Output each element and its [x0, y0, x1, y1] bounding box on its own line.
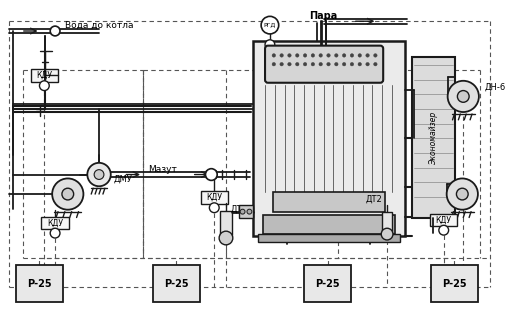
- Circle shape: [350, 63, 354, 66]
- Circle shape: [265, 40, 275, 49]
- Circle shape: [343, 54, 346, 57]
- Text: ДН-6: ДН-6: [485, 82, 506, 91]
- Circle shape: [219, 231, 233, 245]
- Bar: [431, 265, 478, 303]
- Circle shape: [366, 54, 370, 57]
- Text: КДУ: КДУ: [36, 71, 52, 80]
- Circle shape: [272, 63, 275, 66]
- FancyBboxPatch shape: [265, 46, 383, 83]
- Bar: [382, 212, 392, 231]
- Circle shape: [319, 63, 323, 66]
- Bar: [41, 216, 69, 229]
- Circle shape: [327, 63, 330, 66]
- Circle shape: [206, 169, 217, 180]
- Circle shape: [240, 209, 245, 214]
- Bar: [16, 265, 63, 303]
- Text: РГД: РГД: [264, 23, 276, 28]
- Circle shape: [50, 26, 60, 36]
- Circle shape: [374, 54, 377, 57]
- Circle shape: [50, 228, 60, 238]
- Circle shape: [40, 81, 49, 91]
- Text: КДУ: КДУ: [47, 218, 63, 227]
- Text: Вода до котла: Вода до котла: [65, 21, 133, 30]
- Circle shape: [311, 54, 315, 57]
- Bar: [253, 41, 405, 236]
- Circle shape: [350, 54, 354, 57]
- Circle shape: [272, 54, 275, 57]
- Text: Мазут: Мазут: [148, 165, 177, 174]
- Circle shape: [209, 203, 219, 213]
- Text: Р-25: Р-25: [164, 279, 188, 289]
- Circle shape: [457, 188, 468, 200]
- Circle shape: [439, 225, 448, 235]
- Circle shape: [280, 63, 284, 66]
- Circle shape: [358, 63, 361, 66]
- Text: Р-25: Р-25: [27, 279, 52, 289]
- Circle shape: [288, 63, 291, 66]
- Circle shape: [447, 81, 479, 112]
- Text: КДУ: КДУ: [436, 216, 451, 225]
- Bar: [239, 205, 253, 219]
- Circle shape: [62, 188, 74, 200]
- Circle shape: [334, 63, 338, 66]
- Circle shape: [366, 63, 370, 66]
- Bar: [31, 69, 58, 82]
- Circle shape: [303, 63, 307, 66]
- Circle shape: [288, 54, 291, 57]
- Text: Экономайзер: Экономайзер: [429, 111, 438, 165]
- Text: КДУ: КДУ: [206, 193, 222, 202]
- Circle shape: [52, 179, 83, 210]
- Text: Пара: Пара: [309, 12, 338, 21]
- Bar: [263, 215, 395, 234]
- Circle shape: [94, 170, 104, 179]
- Bar: [304, 265, 351, 303]
- Bar: [258, 234, 400, 242]
- Text: ДТ2: ДТ2: [365, 194, 382, 203]
- Circle shape: [319, 54, 323, 57]
- Circle shape: [334, 54, 338, 57]
- Circle shape: [458, 91, 469, 102]
- Text: ДТ2: ДТ2: [231, 204, 247, 213]
- Text: Р-25: Р-25: [442, 279, 467, 289]
- Circle shape: [311, 63, 315, 66]
- Bar: [411, 57, 456, 219]
- Circle shape: [327, 54, 330, 57]
- Circle shape: [447, 179, 478, 210]
- Bar: [201, 191, 228, 204]
- Bar: [430, 214, 458, 226]
- Circle shape: [261, 16, 279, 34]
- Circle shape: [247, 209, 252, 214]
- Circle shape: [296, 54, 299, 57]
- Bar: [220, 211, 232, 235]
- Circle shape: [280, 54, 284, 57]
- Circle shape: [381, 228, 393, 240]
- Bar: [245, 207, 253, 216]
- Circle shape: [88, 163, 111, 186]
- Circle shape: [374, 63, 377, 66]
- Bar: [273, 192, 385, 212]
- Circle shape: [358, 54, 361, 57]
- Circle shape: [296, 63, 299, 66]
- Text: ДМУ: ДМУ: [114, 175, 132, 184]
- Circle shape: [343, 63, 346, 66]
- Circle shape: [303, 54, 307, 57]
- Text: Р-25: Р-25: [315, 279, 340, 289]
- Bar: [153, 265, 200, 303]
